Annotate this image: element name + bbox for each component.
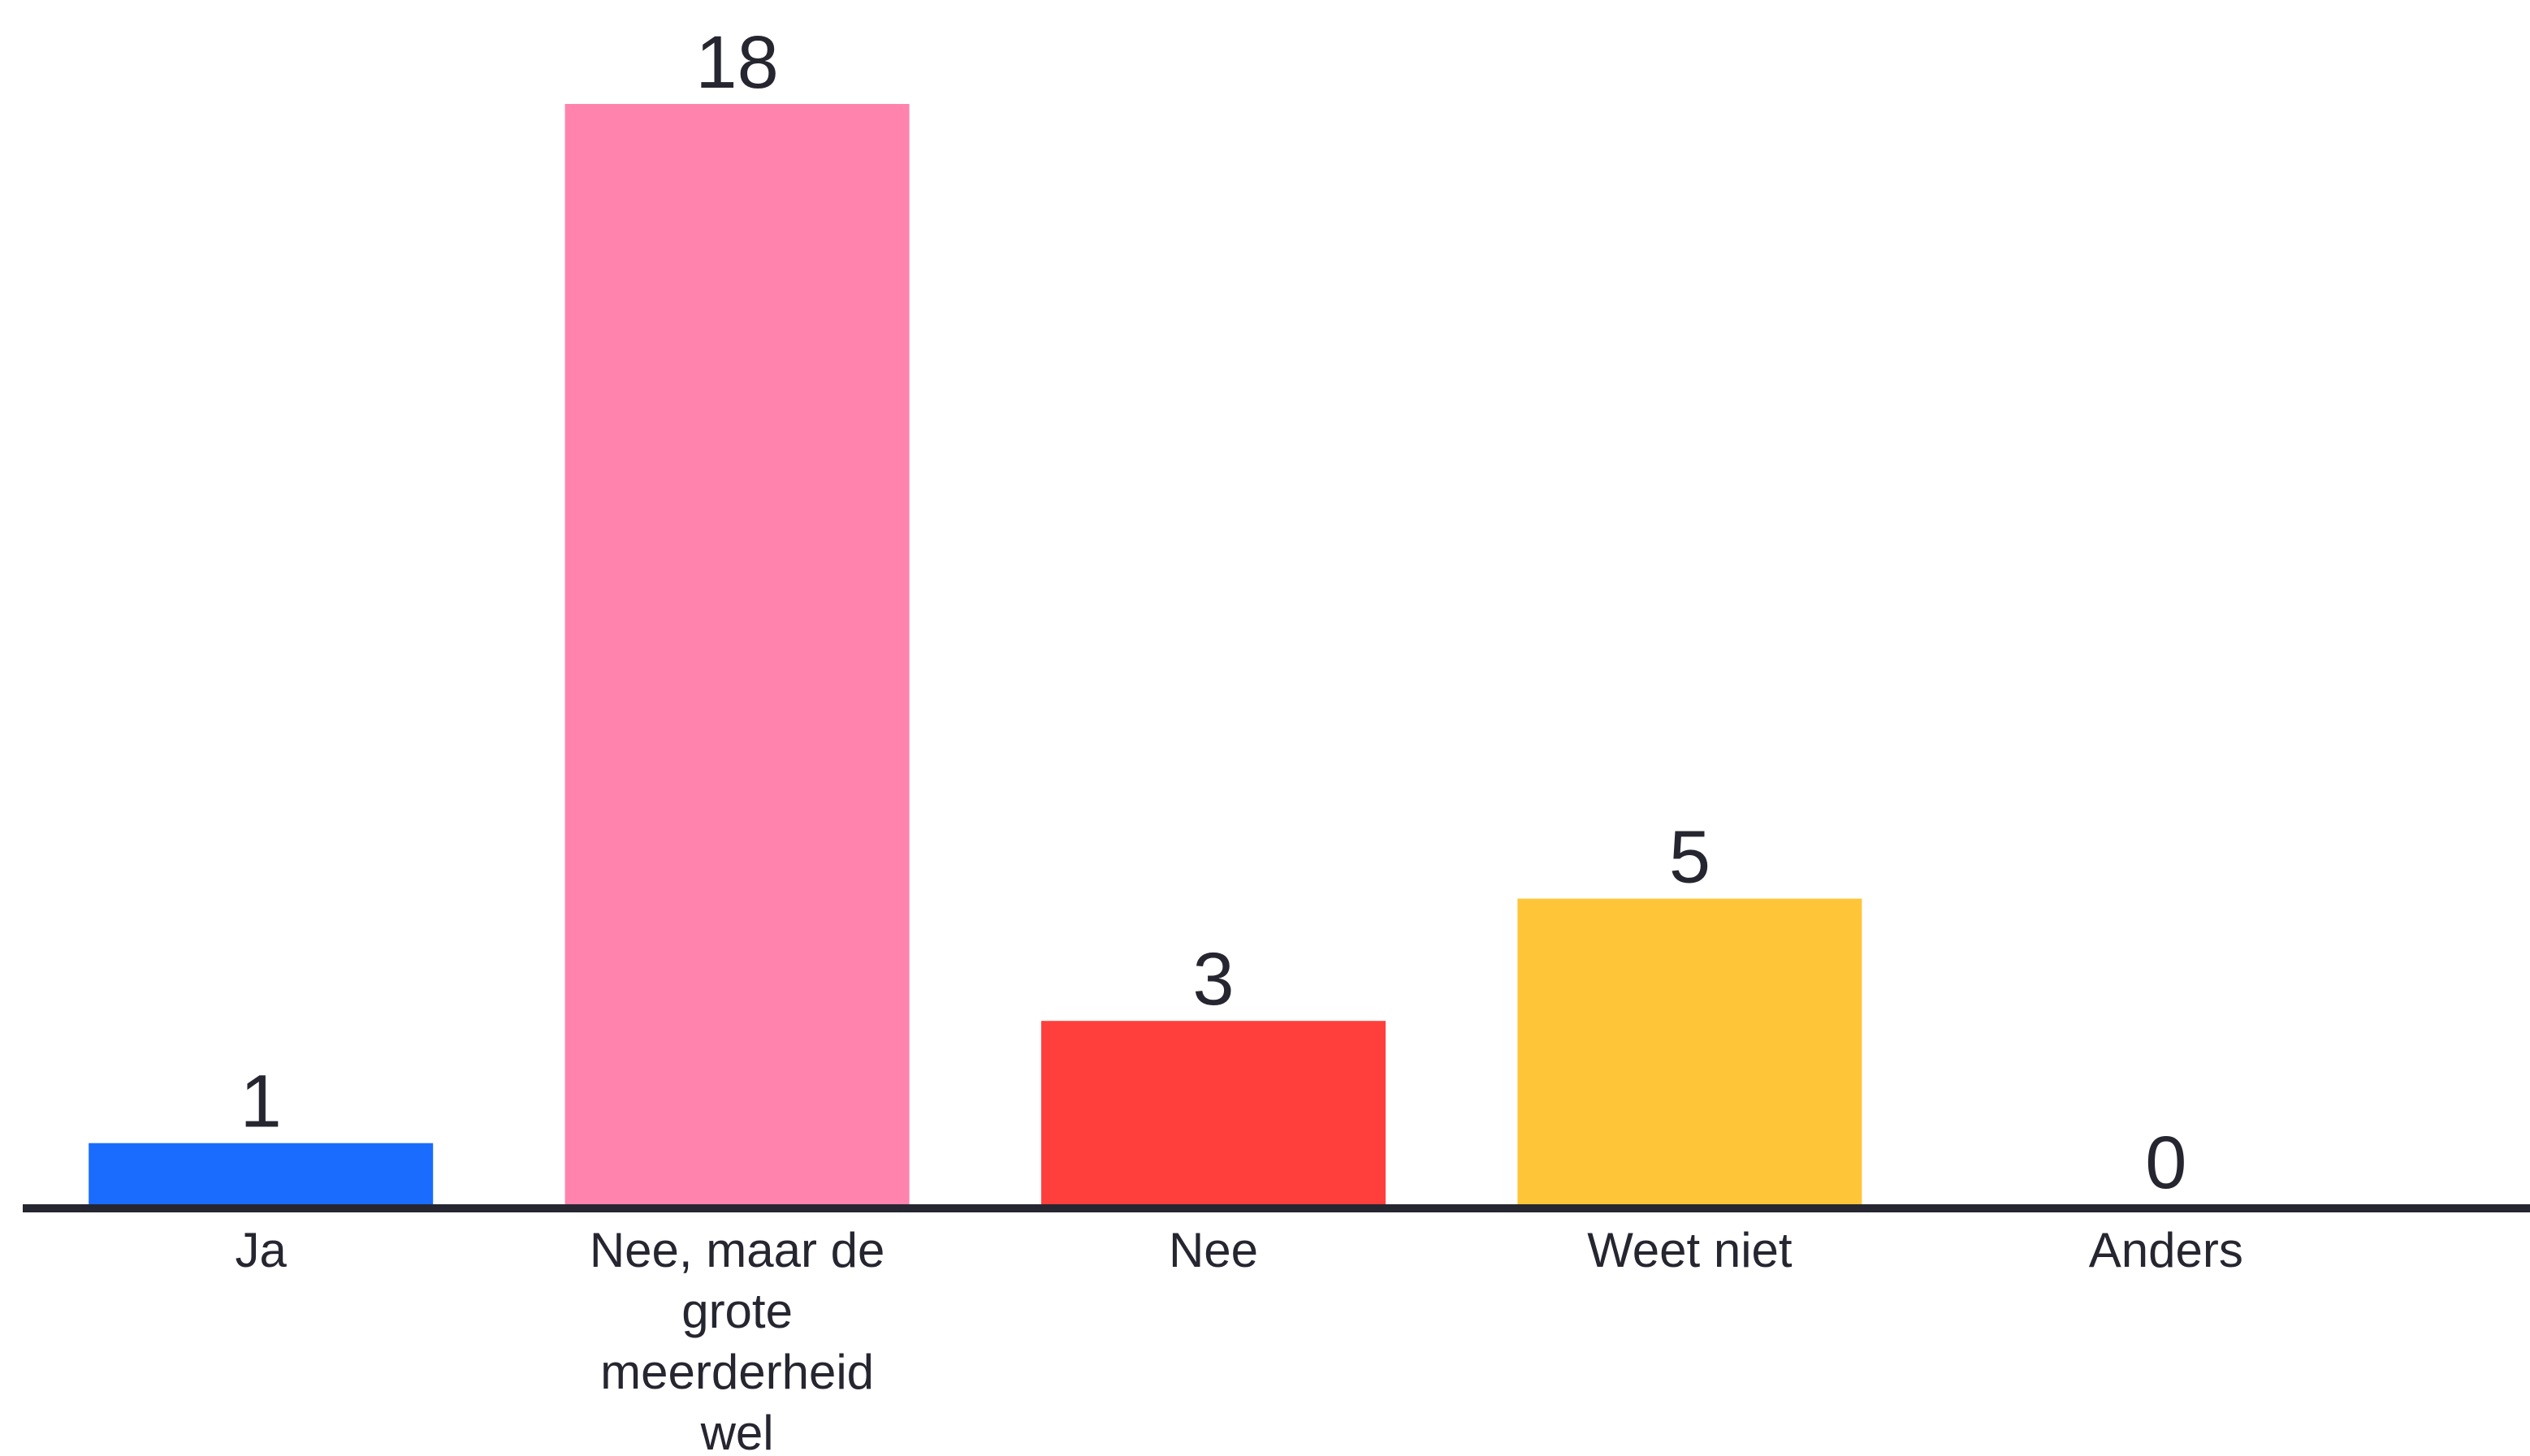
value-label-1: 18 [695,21,778,104]
value-label-3: 5 [1669,816,1710,899]
category-label-4-line-0: Anders [2089,1223,2243,1277]
bar-0 [89,1143,434,1204]
value-label-4: 0 [2145,1121,2186,1204]
bar-1 [564,104,910,1204]
category-label-1-line-0: Nee, maar de [590,1223,885,1277]
value-label-0: 1 [240,1061,282,1143]
category-labels-group: Ja Nee, maar de grote meerderheid wel Nee Weet… [236,1223,2243,1456]
category-label-0-line-0: Ja [236,1223,288,1277]
category-label-1-line-1: grote [681,1284,793,1338]
value-label-2: 3 [1192,938,1234,1021]
category-label-3-line-0: Weet niet [1587,1223,1793,1277]
bar-2 [1041,1021,1386,1204]
bars-group [89,104,1862,1204]
bar-3 [1517,898,1862,1204]
category-label-2-line-0: Nee [1169,1223,1258,1277]
category-label-1-line-2: meerderheid [600,1345,874,1399]
category-label-1-line-3: wel [700,1406,774,1456]
